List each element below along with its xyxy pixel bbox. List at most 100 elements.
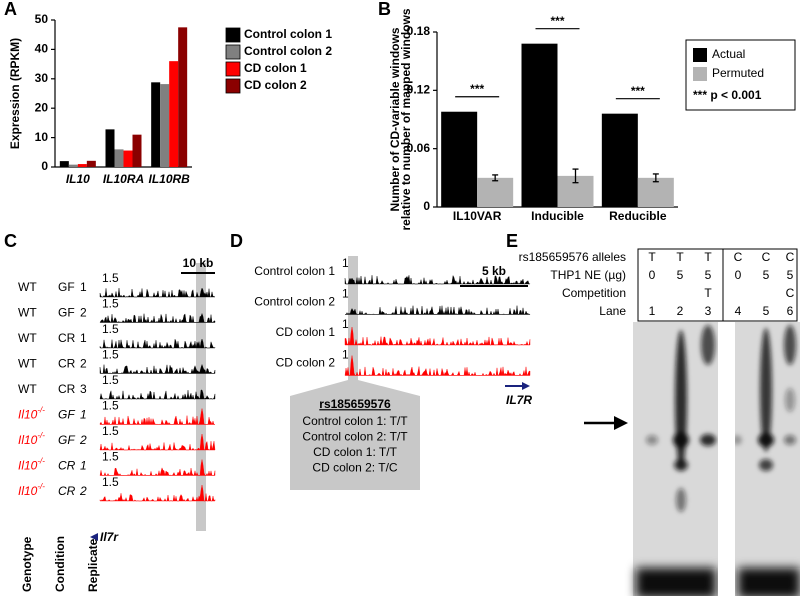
genotype: Il10 [18,484,38,498]
track-scale: 1.5 [102,424,119,438]
table-cell: 3 [705,304,712,318]
bar [105,129,115,167]
x-tick-label: IL10VAR [453,209,502,223]
gel-band [759,459,773,471]
signal-track [344,274,531,285]
bar [178,27,188,167]
replicate: 1 [80,408,87,422]
signal-track [344,355,531,377]
legend-label: Permuted [712,66,764,80]
track-scale: 1.5 [102,399,119,413]
table-cell: T [704,250,712,264]
bar [77,164,87,167]
table-cell: C [786,250,795,264]
replicate: 2 [79,433,87,447]
table-cell: C [762,250,771,264]
panel-letter: E [506,231,518,251]
bar [132,134,142,167]
condition: CR [58,357,76,371]
y-tick-label: 0.06 [407,141,431,155]
row-label: CD colon 1 [276,325,336,339]
significance: *** [631,84,645,98]
genotype: WT [18,357,37,371]
error-bar [572,168,579,184]
table-cell: 1 [649,304,656,318]
bar [151,82,161,167]
table-cell: 5 [787,268,794,282]
genotype: WT [18,382,37,396]
gel-band [675,330,687,470]
condition: CR [58,459,76,473]
legend-label: CD colon 2 [244,78,307,92]
y-tick-label: 30 [35,71,49,85]
x-tick-label: IL10RA [103,172,144,186]
gene-label: Il7r [100,530,119,544]
row-label: WT [18,331,37,345]
legend-swatch [693,67,707,81]
row-label: CD colon 2 [276,356,336,370]
table-cell: T [676,250,684,264]
legend-swatch [225,44,241,60]
x-tick-label: Reducible [609,209,667,223]
callout-title: rs185659576 [319,397,391,411]
table-cell: 6 [787,304,794,318]
row-label: Il10-/- [18,406,45,422]
signal-track [99,484,216,502]
condition: CR [58,331,76,345]
replicate: 1 [80,280,87,294]
table-cell: C [786,286,795,300]
gel-band [676,488,686,512]
signal-track [99,459,216,477]
gel-band [673,432,689,448]
track-scale: 1.5 [102,373,119,387]
row-label: Il10-/- [18,482,45,498]
genotype: WT [18,331,37,345]
bar [123,150,133,167]
gene-arrow [90,533,98,541]
error-bar [492,174,499,182]
gel-band [701,325,715,365]
table-cell: 5 [763,304,770,318]
genotype: WT [18,306,37,320]
replicate: 2 [80,306,87,320]
track-scale: 1 [342,287,349,301]
gene-label: IL7R [506,393,532,407]
condition: GF [58,433,75,447]
replicate: 1 [80,459,87,473]
signal-track [99,433,216,451]
row-label: WT [18,382,37,396]
callout-line: Control colon 1: T/T [302,414,408,428]
y-tick-label: 10 [35,130,49,144]
bar [86,160,96,167]
table-frame [637,248,798,322]
bar [521,43,558,207]
gel [633,322,718,596]
genotype: Il10 [18,433,38,447]
callout [290,380,420,490]
condition: GF [58,306,75,320]
scale-bar-label: 5 kb [482,264,506,278]
track-scale: 1.5 [102,475,119,489]
row-label: Il10-/- [18,457,45,473]
track-scale: 1.5 [102,271,119,285]
genotype-superscript: -/- [37,431,45,440]
bar [441,111,478,207]
legend-label: Control colon 1 [244,27,332,41]
signal-track [99,338,216,349]
error-bar [652,173,659,183]
gene-arrow [522,382,530,390]
table-cell: T [648,250,656,264]
y-tick-label: 50 [35,12,49,26]
legend-label: Actual [712,47,745,61]
genotype: WT [18,280,37,294]
row-label: WT [18,357,37,371]
bar [160,84,170,167]
gel-lane-gap [718,322,735,596]
significance: *** [470,82,484,96]
legend-label: Control colon 2 [244,44,332,58]
row-label: Il10-/- [18,431,45,447]
scale-bar-label: 10 kb [183,256,214,270]
gel-band [758,433,774,447]
column-label: Condition [53,536,67,592]
